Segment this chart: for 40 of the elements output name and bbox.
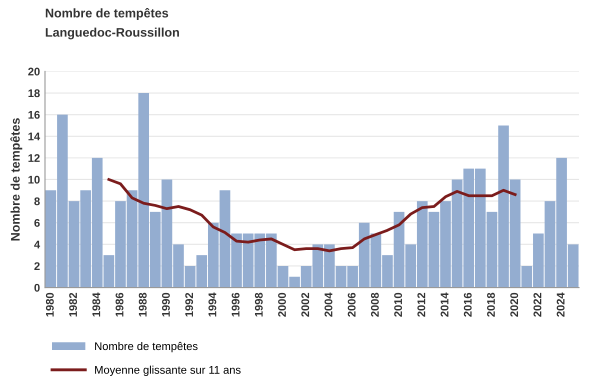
x-tick-label: 1986	[116, 292, 124, 316]
y-tick-label: 12	[28, 154, 40, 162]
y-tick-label: 6	[34, 218, 40, 227]
y-tick-label: 8	[34, 197, 40, 206]
x-tick-label: 2022	[533, 292, 542, 317]
x-tick-label: 2024	[556, 292, 565, 317]
y-tick-label: 18	[28, 89, 40, 98]
y-tick-label: 14	[28, 132, 40, 140]
x-tick-label: 2014	[440, 292, 448, 317]
x-tick-label: 1990	[162, 292, 170, 316]
x-tick-label: 2000	[278, 292, 286, 317]
x-tick-label: 2010	[394, 292, 402, 317]
x-tick-label: 2016	[464, 292, 472, 317]
y-tick-label: 2	[34, 262, 40, 270]
x-tick-label: 1992	[185, 292, 194, 316]
x-tick-label: 2020	[510, 292, 518, 317]
x-tick-label: 1998	[254, 292, 263, 316]
x-tick-label: 1982	[69, 292, 78, 316]
x-tick-label: 2012	[417, 292, 426, 317]
chart-title: Nombre de tempêtes	[46, 8, 168, 20]
y-tick-label: 20	[28, 68, 40, 76]
x-tick-label: 1994	[208, 292, 216, 316]
x-tick-label: 1988	[138, 292, 147, 316]
y-tick-label: 10	[28, 176, 40, 184]
x-tick-label: 1996	[232, 292, 240, 316]
y-axis-title: Nombre de tempêtes	[10, 118, 22, 240]
x-tick-label: 2006	[348, 292, 356, 317]
legend-label: Nombre de tempêtes	[95, 342, 198, 352]
line-series	[107, 178, 517, 252]
y-tick-label: 0	[34, 284, 40, 292]
x-tick-label: 2004	[324, 292, 332, 317]
chart-subtitle: Languedoc-Roussillon	[46, 28, 179, 40]
x-tick-label: 2002	[301, 292, 310, 317]
legend-label: Moyenne glissante sur 11 ans	[95, 366, 241, 376]
x-tick-label: 2008	[370, 292, 379, 317]
y-tick-label: 16	[28, 110, 40, 119]
x-tick-label: 1984	[92, 292, 100, 316]
x-tick-label: 1980	[46, 292, 54, 316]
y-tick-label: 4	[34, 240, 40, 248]
x-tick-label: 2018	[487, 292, 495, 317]
